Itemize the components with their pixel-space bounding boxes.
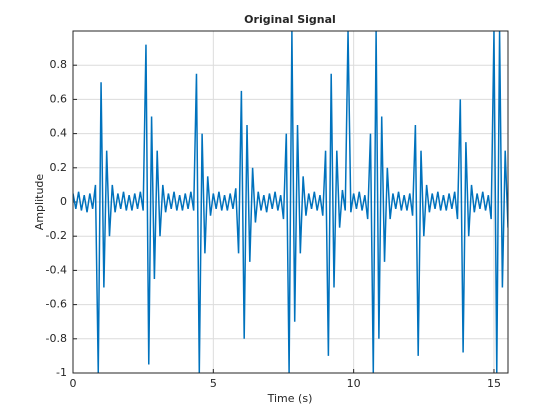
y-tick-label: -1: [56, 366, 67, 379]
y-axis-label: Amplitude: [33, 174, 46, 231]
y-tick-label: -0.2: [46, 229, 67, 242]
y-tick-label: 0.2: [50, 161, 68, 174]
y-tick-label: 0.4: [50, 127, 68, 140]
plot-frame: [72, 30, 509, 374]
x-tick-label: 15: [487, 377, 501, 390]
x-tick-label: 5: [210, 377, 217, 390]
y-tick-label: 0: [60, 195, 67, 208]
y-tick-label: -0.6: [46, 298, 67, 311]
y-tick-label: -0.4: [46, 263, 67, 276]
chart-title: Original Signal: [244, 13, 336, 26]
x-axis-label: Time (s): [267, 392, 313, 405]
y-tick-label: 0.6: [50, 92, 68, 105]
y-tick-label: -0.8: [46, 332, 67, 345]
x-tick-label: 0: [70, 377, 77, 390]
x-tick-label: 10: [347, 377, 361, 390]
y-tick-label: 0.8: [50, 58, 68, 71]
signal-line: [73, 31, 508, 373]
